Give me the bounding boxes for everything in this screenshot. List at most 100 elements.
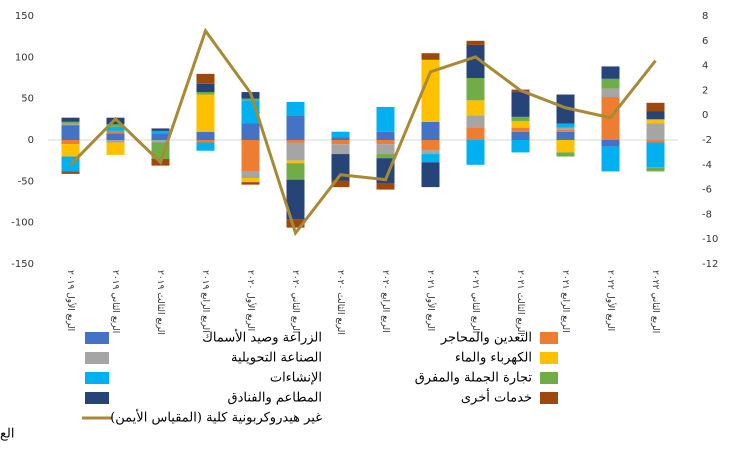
x-tick-label: الربع الرابع ٢٠٢١	[560, 270, 570, 333]
bar-segment	[511, 120, 530, 128]
bar-segment	[106, 133, 125, 140]
bar-segment	[376, 140, 395, 145]
bar-segment	[241, 98, 260, 101]
bar-segment	[511, 140, 530, 153]
bar-segment	[556, 131, 575, 140]
bar-segment	[466, 100, 485, 116]
bar-segment	[241, 182, 260, 185]
bar-segment	[196, 142, 215, 151]
bar-segment	[376, 158, 395, 183]
y2-tick-label: -2	[702, 135, 712, 146]
bar-segment	[421, 140, 440, 150]
legend-swatch	[540, 392, 558, 404]
bar-segment	[286, 163, 305, 180]
bar-segment	[106, 130, 125, 134]
bar-segment	[196, 140, 215, 143]
bar-segment	[331, 180, 350, 188]
legend-label: المطاعم والفنادق	[228, 391, 322, 406]
legend-swatch	[85, 352, 109, 364]
bar-segment	[556, 129, 575, 132]
bar-segment	[466, 115, 485, 128]
bar-segment	[421, 121, 440, 140]
x-tick-label: الربع الثالث ٢٠٢٠	[335, 270, 345, 335]
y2-tick-label: -12	[702, 259, 718, 270]
y2-tick-label: -6	[702, 185, 712, 196]
legend-label: الصناعة التحويلية	[231, 351, 322, 366]
bar-segment	[646, 167, 665, 172]
bar-segment	[601, 146, 620, 172]
y2-tick-label: -8	[702, 209, 712, 220]
bar-segment	[511, 127, 530, 132]
bar-segment	[106, 126, 125, 131]
bar-segment	[196, 131, 215, 140]
bar-segment	[286, 160, 305, 164]
note: الع	[0, 427, 15, 442]
bar-segment	[196, 83, 215, 93]
bar-segment	[556, 123, 575, 128]
bar-segment	[646, 102, 665, 112]
bar-segment	[376, 154, 395, 159]
x-tick-label: الربع الثاني ٢٠٢٠	[290, 270, 300, 333]
bar-segment	[376, 131, 395, 140]
bar-segment	[601, 140, 620, 147]
bar-segment	[646, 123, 665, 140]
bar-segment	[646, 111, 665, 120]
y2-tick-label: 0	[702, 110, 708, 121]
y2-tick-label: -10	[702, 234, 718, 245]
bar-segment	[421, 149, 440, 155]
bar-segment	[376, 106, 395, 132]
bar-segment	[646, 119, 665, 124]
x-tick-label: الربع الأول ٢٠٢٠	[245, 270, 257, 331]
legend-swatch	[540, 352, 558, 364]
bar-segment	[646, 142, 665, 168]
x-tick-label: الربع الأول ٢٠٢١	[425, 270, 437, 331]
y2-tick-label: 8	[702, 11, 708, 22]
y-tick-label: -100	[11, 218, 34, 229]
legend-label: خدمات أخرى	[461, 389, 532, 406]
bar-segment	[601, 66, 620, 79]
bar-segment	[286, 140, 305, 143]
legend-swatch	[540, 372, 558, 384]
y-tick-label: 50	[21, 94, 34, 105]
bar-segment	[61, 121, 80, 124]
legend-label: غير هيدروكربونية كلية (المقياس الأيمن)	[110, 409, 322, 426]
bar-segment	[241, 123, 260, 140]
y2-tick-label: 4	[702, 61, 708, 72]
bar-segment	[331, 144, 350, 155]
bar-segment	[196, 73, 215, 84]
x-tick-label: الربع الرابع ٢٠٢٠	[380, 270, 390, 333]
bar-segment	[106, 140, 125, 143]
bar-segment	[421, 162, 440, 188]
bar-segment	[61, 123, 80, 126]
bar-segment	[241, 178, 260, 183]
bar-segment	[106, 142, 125, 155]
legend-label: الكهرباء والماء	[455, 351, 532, 366]
bar-segment	[286, 179, 305, 220]
bar-segment	[421, 53, 440, 60]
bar-segment	[511, 131, 530, 140]
bar-segment	[196, 94, 215, 132]
bar-segment	[331, 131, 350, 138]
bar-segment	[511, 116, 530, 121]
legend-label: الإنشاءات	[270, 371, 322, 386]
bar-segment	[466, 140, 485, 165]
bar-segment	[241, 140, 260, 172]
bar-segment	[151, 140, 170, 143]
x-tick-label: الربع الأول ٢٠١٩	[65, 270, 77, 331]
bar-segment	[556, 140, 575, 153]
legend-swatch	[85, 372, 109, 384]
bar-segment	[61, 171, 80, 174]
bar-segment	[286, 101, 305, 116]
y-tick-label: -50	[18, 176, 34, 187]
legend-swatch	[85, 332, 109, 344]
x-tick-label: الربع الثاني ٢٠٢١	[470, 270, 480, 333]
legend-swatch	[540, 332, 558, 344]
bar-segment	[466, 44, 485, 78]
bar-segment	[466, 127, 485, 140]
x-tick-label: الربع الثاني ٢٠٢٢	[650, 270, 660, 333]
x-tick-label: الربع الثالث ٢٠٢١	[515, 270, 525, 335]
y-tick-label: -150	[11, 259, 34, 270]
y2-tick-label: 2	[702, 85, 708, 96]
y-tick-label: 100	[15, 52, 34, 63]
x-tick-label: الربع الرابع ٢٠١٩	[200, 270, 210, 333]
